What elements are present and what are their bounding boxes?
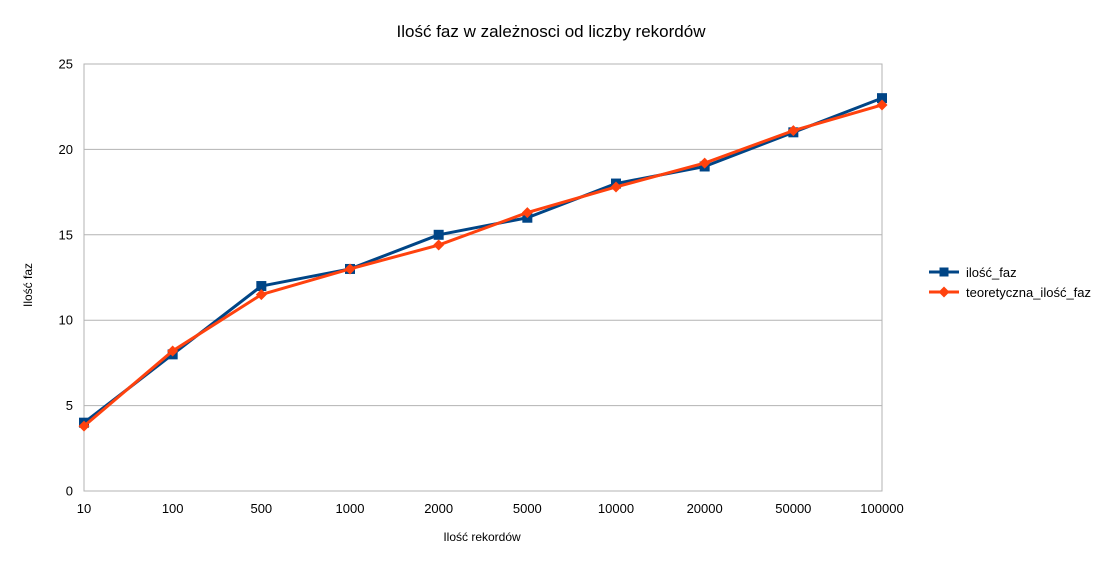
legend-entry-teoretyczna: teoretyczna_ilość_faz [929, 285, 1091, 300]
y-axis-ticks: 0 5 10 15 20 25 [59, 57, 73, 499]
data-point-diamond [876, 99, 888, 111]
data-point-diamond [699, 157, 711, 169]
data-point-diamond [78, 420, 90, 432]
x-tick-label: 10 [77, 501, 91, 516]
x-tick-label: 2000 [424, 501, 453, 516]
data-point-diamond [787, 125, 799, 137]
y-tick-label: 25 [59, 57, 73, 72]
x-tick-label: 10000 [598, 501, 634, 516]
chart-title: Ilość faz w zależnosci od liczby rekordó… [397, 22, 707, 41]
data-point-square [433, 229, 444, 240]
data-point-diamond [344, 263, 356, 275]
x-tick-label: 5000 [513, 501, 542, 516]
data-point-diamond [610, 181, 622, 193]
data-point-diamond [255, 289, 267, 301]
x-axis-ticks: 10 100 500 1000 2000 5000 10000 20000 50000 10000… [77, 501, 904, 516]
series-2 [78, 99, 888, 432]
y-tick-label: 10 [59, 313, 73, 328]
data-point-diamond [167, 345, 179, 357]
y-tick-label: 15 [59, 227, 73, 242]
series-1 [79, 93, 887, 428]
y-tick-label: 0 [66, 484, 73, 499]
x-tick-label: 20000 [687, 501, 723, 516]
legend-entry-ilosc-faz: ilość_faz [929, 265, 1017, 280]
legend-label-teoretyczna: teoretyczna_ilość_faz [966, 285, 1091, 300]
legend-label-ilosc-faz: ilość_faz [966, 265, 1017, 280]
series-line [83, 96, 883, 424]
x-tick-label: 50000 [775, 501, 811, 516]
y-axis-title: Ilość faz [21, 263, 35, 307]
data-point-diamond [433, 239, 445, 251]
series-line [83, 103, 883, 428]
legend-marker-diamond-icon [938, 286, 950, 298]
x-tick-label: 1000 [336, 501, 365, 516]
x-tick-label: 100000 [860, 501, 903, 516]
legend-marker-square-icon [939, 267, 949, 277]
plot-area-border [83, 63, 883, 492]
x-tick-label: 100 [162, 501, 184, 516]
data-point-square [877, 93, 887, 104]
x-axis-title: Ilość rekordów [443, 530, 521, 544]
legend: ilość_faz teoretyczna_ilość_faz [929, 265, 1091, 300]
data-point-diamond [521, 207, 533, 219]
gridlines [84, 148, 882, 407]
y-tick-label: 5 [66, 398, 73, 413]
data-point-square [256, 281, 267, 292]
x-tick-label: 500 [250, 501, 272, 516]
y-tick-label: 20 [59, 142, 73, 157]
series-group [78, 93, 888, 432]
